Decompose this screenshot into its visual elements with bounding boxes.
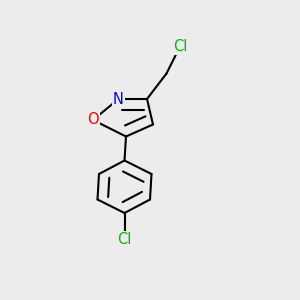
Text: Cl: Cl [173,39,187,54]
Text: O: O [87,112,99,128]
Text: Cl: Cl [117,232,132,247]
Text: N: N [113,92,124,106]
